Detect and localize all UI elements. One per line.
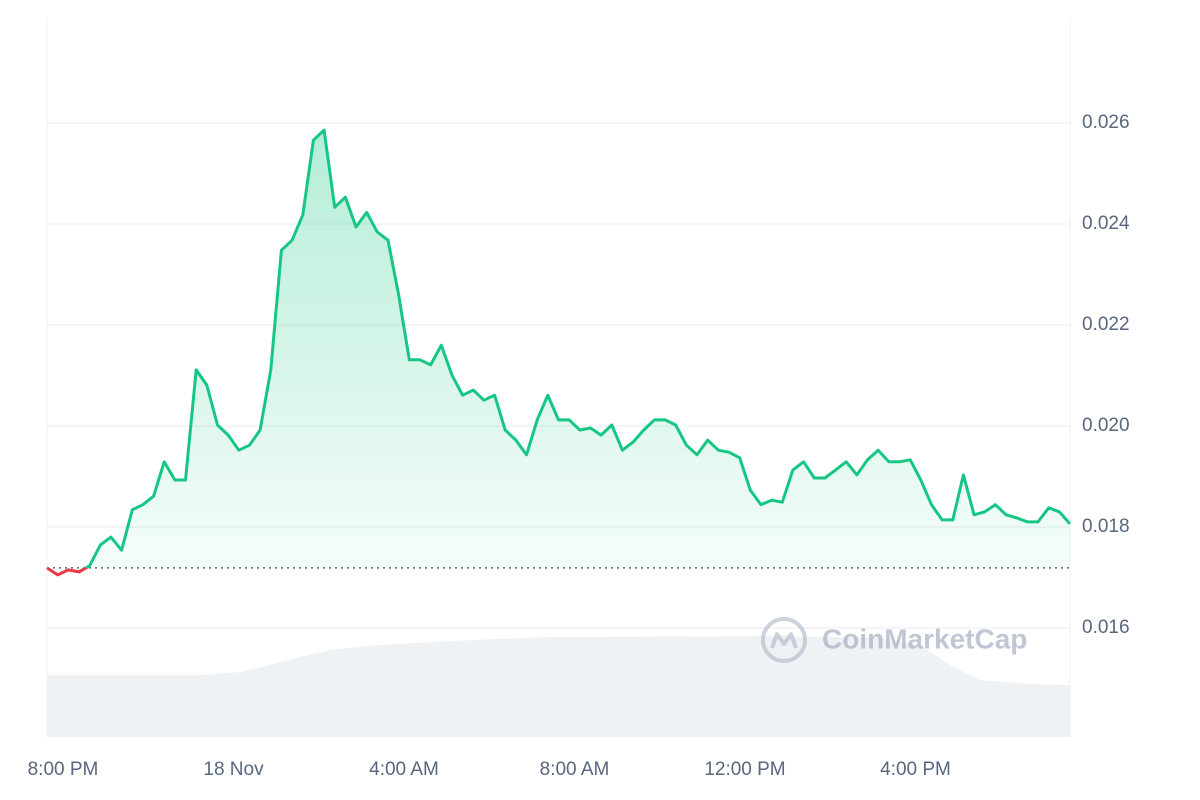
plot bbox=[46, 128, 1072, 577]
volume-area bbox=[47, 636, 1070, 737]
price-area bbox=[86, 130, 1070, 568]
watermark-text: CoinMarketCap bbox=[822, 623, 1027, 654]
y-tick-label: 0.018 bbox=[1082, 516, 1130, 537]
x-tick-label: 12:00 PM bbox=[704, 759, 785, 780]
y-tick-label: 0.024 bbox=[1082, 213, 1130, 234]
x-tick-label: 4:00 PM bbox=[880, 759, 951, 780]
watermark-logo bbox=[761, 617, 807, 663]
x-tick-label: 4:00 AM bbox=[369, 759, 439, 780]
y-tick-label: 0.022 bbox=[1082, 314, 1130, 335]
y-tick-label: 0.016 bbox=[1082, 617, 1130, 638]
price-line bbox=[47, 128, 1072, 568]
x-tick-label: 18 Nov bbox=[203, 759, 264, 780]
x-tick-label: 8:00 PM bbox=[28, 759, 99, 780]
y-tick-label: 0.026 bbox=[1082, 112, 1130, 133]
x-tick-label: 8:00 AM bbox=[540, 759, 610, 780]
logo-mark bbox=[770, 632, 798, 649]
logo-ring bbox=[761, 617, 807, 663]
y-tick-label: 0.020 bbox=[1082, 415, 1130, 436]
